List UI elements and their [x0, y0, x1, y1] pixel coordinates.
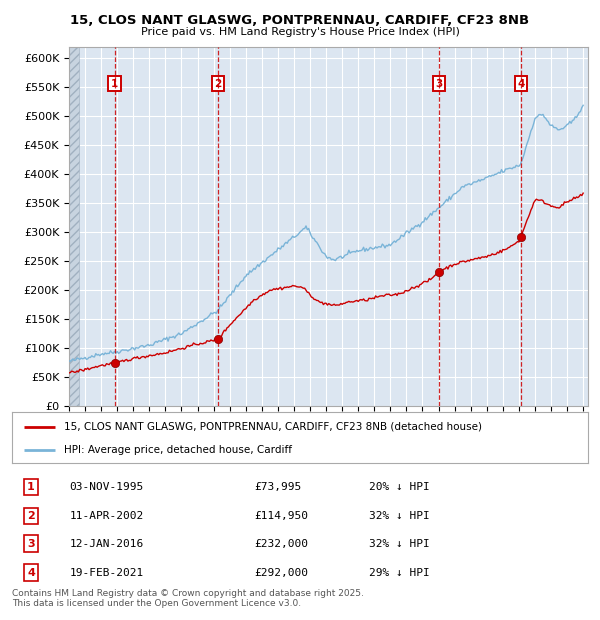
Text: 32% ↓ HPI: 32% ↓ HPI	[369, 511, 430, 521]
Text: 19-FEB-2021: 19-FEB-2021	[70, 567, 144, 578]
Text: 3: 3	[436, 79, 443, 89]
Text: 12-JAN-2016: 12-JAN-2016	[70, 539, 144, 549]
Text: £114,950: £114,950	[254, 511, 308, 521]
Text: 3: 3	[27, 539, 35, 549]
Text: 15, CLOS NANT GLASWG, PONTPRENNAU, CARDIFF, CF23 8NB (detached house): 15, CLOS NANT GLASWG, PONTPRENNAU, CARDI…	[64, 422, 482, 432]
Text: £232,000: £232,000	[254, 539, 308, 549]
Text: 2: 2	[27, 511, 35, 521]
Text: Price paid vs. HM Land Registry's House Price Index (HPI): Price paid vs. HM Land Registry's House …	[140, 27, 460, 37]
Text: 15, CLOS NANT GLASWG, PONTPRENNAU, CARDIFF, CF23 8NB: 15, CLOS NANT GLASWG, PONTPRENNAU, CARDI…	[70, 14, 530, 27]
Text: £292,000: £292,000	[254, 567, 308, 578]
Text: Contains HM Land Registry data © Crown copyright and database right 2025.
This d: Contains HM Land Registry data © Crown c…	[12, 589, 364, 608]
Text: 4: 4	[27, 567, 35, 578]
Text: HPI: Average price, detached house, Cardiff: HPI: Average price, detached house, Card…	[64, 445, 292, 456]
Text: 29% ↓ HPI: 29% ↓ HPI	[369, 567, 430, 578]
Text: £73,995: £73,995	[254, 482, 301, 492]
Text: 2: 2	[214, 79, 221, 89]
Text: 03-NOV-1995: 03-NOV-1995	[70, 482, 144, 492]
Text: 32% ↓ HPI: 32% ↓ HPI	[369, 539, 430, 549]
Text: 11-APR-2002: 11-APR-2002	[70, 511, 144, 521]
Text: 1: 1	[111, 79, 118, 89]
Text: 4: 4	[517, 79, 524, 89]
Bar	[69, 46, 79, 406]
Text: 1: 1	[27, 482, 35, 492]
Text: 20% ↓ HPI: 20% ↓ HPI	[369, 482, 430, 492]
